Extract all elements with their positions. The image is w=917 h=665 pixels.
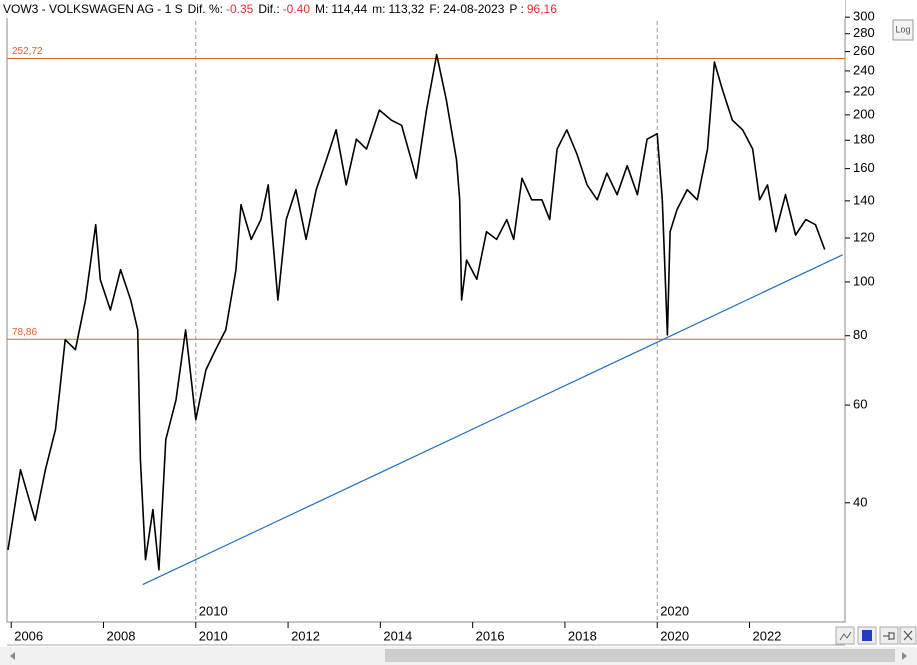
level-label: 78,86 [12, 327, 37, 338]
y-tick-label: 160 [853, 160, 875, 175]
field-value: 24-08-2023 [443, 2, 505, 16]
price-line [7, 53, 826, 571]
x-tick-label: 2006 [14, 628, 43, 643]
field-label: Dif.: [258, 2, 280, 16]
decade-label: 2020 [660, 603, 689, 618]
plot-frame [6, 0, 846, 623]
y-tick-label: 40 [853, 494, 867, 509]
scrollbar-thumb[interactable] [385, 649, 895, 662]
y-tick-label: 280 [853, 25, 875, 40]
y-tick-label: 300 [853, 9, 875, 24]
field-label: Dif. %: [187, 2, 223, 16]
pin-glyph [883, 632, 895, 640]
field-label: m: [372, 2, 386, 16]
y-tick-label: 120 [853, 229, 875, 244]
y-tick-label: 240 [853, 62, 875, 77]
y-tick-label: 80 [853, 327, 867, 342]
y-tick-label: 100 [853, 273, 875, 288]
field-value: 96,16 [526, 2, 557, 16]
field-value: -0.35 [225, 2, 254, 16]
log-button-label[interactable]: Log [895, 24, 910, 34]
x-tick-label: 2020 [660, 628, 689, 643]
x-tick-label: 2012 [291, 628, 320, 643]
decade-label: 2010 [199, 603, 228, 618]
scroll-right[interactable] [902, 652, 907, 660]
x-tick-label: 2008 [107, 628, 136, 643]
x-tick-label: 2014 [383, 628, 412, 643]
log-button[interactable] [892, 19, 914, 41]
x-tick-label: 2022 [752, 628, 781, 643]
field-label: M: [315, 2, 329, 16]
x-tick-label: 2018 [568, 628, 597, 643]
scroll-left[interactable] [10, 652, 15, 660]
close-glyph [903, 630, 913, 641]
y-tick-label: 260 [853, 43, 875, 58]
field-value: 113,32 [388, 2, 425, 16]
trendline [142, 254, 843, 586]
zoom-glyph [839, 631, 852, 641]
save-glyph [862, 630, 872, 641]
header: VOW3 - VOLKSWAGEN AG - 1 S Dif. %: -0.35 Di… [0, 0, 845, 18]
y-tick-label: 140 [853, 192, 875, 207]
y-tick-label: 220 [853, 83, 875, 98]
field-label: P : [509, 2, 524, 16]
field-value: 114,44 [331, 2, 368, 16]
field-label: F: [429, 2, 440, 16]
y-tick-label: 200 [853, 106, 875, 121]
symbol: VOW3 - VOLKSWAGEN AG - 1 S [3, 2, 183, 16]
y-tick-label: 180 [853, 132, 875, 147]
x-tick-label: 2016 [476, 628, 505, 643]
x-tick-label: 2010 [199, 628, 228, 643]
field-value: -0.40 [282, 2, 311, 16]
y-tick-label: 60 [853, 397, 867, 412]
level-label: 252,72 [12, 46, 43, 57]
